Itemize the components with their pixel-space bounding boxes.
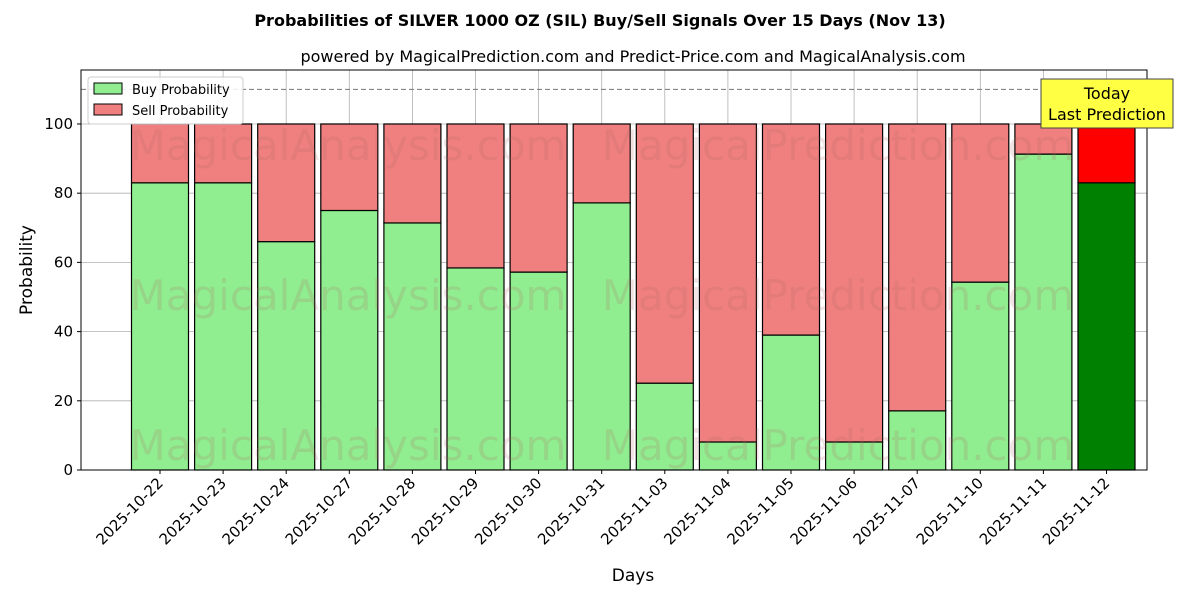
sell-bar [761,123,821,336]
buy-bar [1077,182,1136,471]
x-tick-label: 2025-10-27 [282,474,356,548]
x-tick-label: 2025-11-12 [1039,474,1113,548]
y-tick-label: 40 [54,323,73,341]
buy-bar [951,281,1010,471]
buy-bar [698,441,758,471]
chart-subtitle: powered by MagicalPrediction.com and Pre… [300,47,965,66]
watermark: MagicalAnalysis.com [130,121,567,170]
watermark: MagicalPrediction.com [602,121,1075,170]
buy-bar [509,271,568,471]
watermark: MagicalAnalysis.com [130,421,567,470]
y-tick-label: 0 [63,461,73,479]
sell-bar [130,123,190,184]
buy-bar [194,182,253,471]
chart-title: Probabilities of SILVER 1000 OZ (SIL) Bu… [254,11,945,30]
legend-label-sell: Sell Probability [132,104,229,119]
watermark: MagicalPrediction.com [602,271,1075,320]
y-tick-label: 80 [54,184,73,202]
sell-bar [257,123,316,243]
x-tick-label: 2025-11-03 [597,474,671,548]
watermark: MagicalPrediction.com [602,421,1075,470]
sell-bar [572,123,631,204]
sell-bar [1077,123,1136,184]
y-tick-label: 20 [54,392,73,410]
sell-bar [383,123,442,224]
sell-bar [635,123,694,384]
annotation-box [1040,78,1174,129]
legend-label-buy: Buy Probability [132,83,230,98]
x-tick-label: 2025-11-07 [850,474,924,548]
buy-bar [383,222,442,471]
sell-bar [320,123,379,212]
buy-bar [130,182,190,471]
x-tick-label: 2025-10-31 [534,474,608,548]
sell-bar [888,123,947,412]
sell-bar [446,123,505,269]
buy-bar [888,410,947,471]
x-tick-label: 2025-10-24 [219,474,293,548]
watermark: MagicalAnalysis.com [130,271,567,320]
y-tick-label: 60 [54,253,73,271]
sell-bar [509,123,568,273]
x-tick-label: 2025-11-11 [976,474,1050,548]
x-tick-label: 2025-10-29 [408,474,482,548]
sell-bar [698,123,758,443]
buy-bar [257,241,316,471]
sell-bar [951,123,1010,283]
y-axis-label: Probability [17,225,37,315]
legend-swatch-sell [93,103,123,116]
x-axis-label: Days [612,566,655,586]
x-tick-label: 2025-11-06 [787,474,861,548]
x-tick-label: 2025-11-05 [723,474,797,548]
buy-bar [635,382,694,471]
today-annotation: Today Last Prediction [1040,78,1174,129]
x-tick-label: 2025-10-22 [92,474,166,548]
plot-frame [80,69,1148,471]
y-tick-label: 100 [44,115,73,133]
x-tick-label: 2025-10-28 [345,474,419,548]
buy-bar [320,209,379,471]
x-tick-label: 2025-10-23 [156,474,230,548]
annotation-line1: Today [1083,84,1130,103]
x-tick-label: 2025-11-10 [913,474,987,548]
sell-bar [194,123,253,184]
annotation-line2: Last Prediction [1048,105,1166,124]
x-tick-label: 2025-11-04 [660,474,734,548]
x-tick-label: 2025-10-30 [471,474,545,548]
legend: Buy Probability Sell Probability [87,76,244,125]
sell-bar [824,123,884,443]
legend-box [87,76,244,125]
legend-swatch-buy [93,82,123,95]
